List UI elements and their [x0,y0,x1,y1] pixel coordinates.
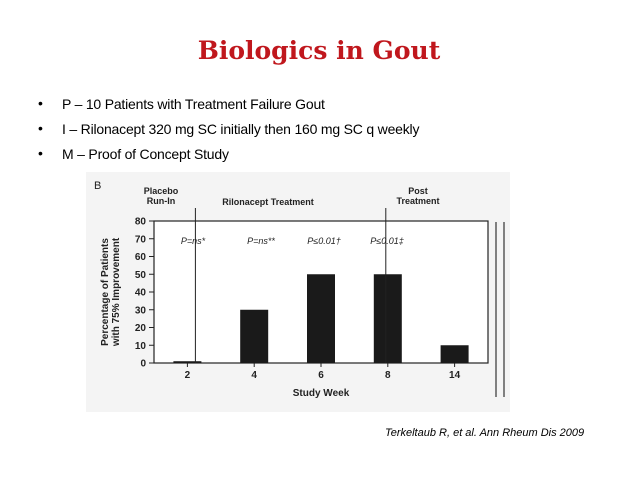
x-tick-label: 8 [385,370,391,381]
bullet-marker: • [38,145,43,161]
x-tick-label: 6 [318,370,324,381]
bullet-list: • P – 10 Patients with Treatment Failure… [38,95,420,171]
bar [240,309,269,363]
y-tick-label: 30 [135,305,147,316]
bullet-text: P – 10 Patients with Treatment Failure G… [62,96,325,112]
x-tick-label: 14 [449,370,461,381]
y-tick-label: 20 [135,323,147,334]
bullet-marker: • [38,95,43,111]
p-value-label: P≤0.01‡ [370,236,403,246]
bar [440,345,469,363]
bullet-item: • I – Rilonacept 320 mg SC initially the… [38,120,420,146]
x-tick-label: 4 [251,370,257,381]
p-value-label: P=ns** [247,236,275,246]
y-tick-label: 50 [135,270,147,281]
p-value-label: P≤0.01† [307,236,340,246]
panel-label: B [94,180,101,192]
p-value-label: P=ns* [181,236,206,246]
slide-title: Biologics in Gout [197,36,441,65]
y-tick-label: 70 [135,234,147,245]
y-tick-label: 0 [140,359,146,370]
y-tick-label: 60 [135,252,147,263]
study-figure: B 0 10 20 30 40 50 60 70 80 Percentage of Patients… [86,172,510,412]
x-tick-label: 2 [185,370,191,381]
y-axis-title: Percentage of Patientswith 75% Improveme… [100,237,122,347]
citation: Terkeltaub R, et al. Ann Rheum Dis 2009 [385,427,585,439]
bar [307,274,335,363]
phase-post-label: Post Treatment [396,186,439,206]
phase-placebo-label: Placebo Run-In [144,186,179,206]
y-tick-label: 10 [135,341,147,352]
y-tick-label: 40 [135,288,147,299]
bullet-marker: • [38,120,43,136]
bullet-text: M – Proof of Concept Study [62,146,229,162]
bullet-item: • P – 10 Patients with Treatment Failure… [38,95,419,121]
bar [173,361,202,363]
x-axis-title: Study Week [293,388,350,399]
y-tick-label: 80 [135,217,147,228]
bullet-text: I – Rilonacept 320 mg SC initially then … [62,121,420,137]
phase-treatment-label: Rilonacept Treatment [222,197,314,207]
bar [373,274,402,363]
bullet-item: • M – Proof of Concept Study [38,145,419,171]
bar-chart: B 0 10 20 30 40 50 60 70 80 Percentage of Patients… [94,180,505,399]
